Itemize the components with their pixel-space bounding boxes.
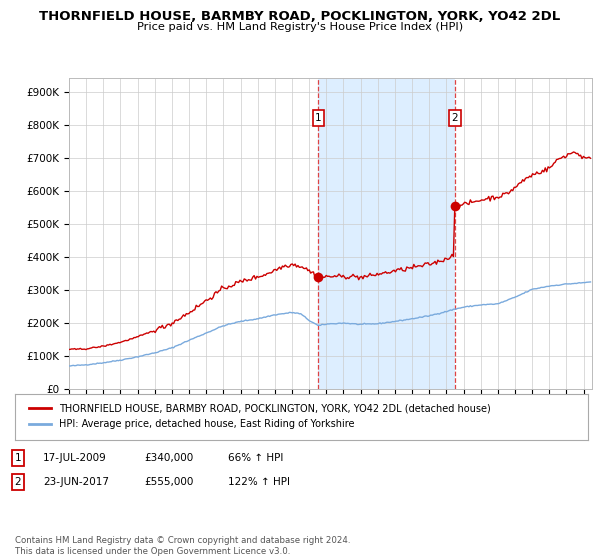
Bar <box>319 78 455 389</box>
Text: 66% ↑ HPI: 66% ↑ HPI <box>228 453 283 463</box>
Text: 17-JUL-2009: 17-JUL-2009 <box>43 453 107 463</box>
Text: 1: 1 <box>14 453 22 463</box>
Text: 23-JUN-2017: 23-JUN-2017 <box>43 477 109 487</box>
Text: £555,000: £555,000 <box>144 477 193 487</box>
Text: £340,000: £340,000 <box>144 453 193 463</box>
Text: 122% ↑ HPI: 122% ↑ HPI <box>228 477 290 487</box>
Text: 2: 2 <box>451 113 458 123</box>
Text: THORNFIELD HOUSE, BARMBY ROAD, POCKLINGTON, YORK, YO42 2DL: THORNFIELD HOUSE, BARMBY ROAD, POCKLINGT… <box>40 10 560 23</box>
Text: Price paid vs. HM Land Registry's House Price Index (HPI): Price paid vs. HM Land Registry's House … <box>137 22 463 32</box>
Legend: THORNFIELD HOUSE, BARMBY ROAD, POCKLINGTON, YORK, YO42 2DL (detached house), HPI: THORNFIELD HOUSE, BARMBY ROAD, POCKLINGT… <box>26 400 494 433</box>
Text: Contains HM Land Registry data © Crown copyright and database right 2024.
This d: Contains HM Land Registry data © Crown c… <box>15 536 350 556</box>
Text: 1: 1 <box>315 113 322 123</box>
Text: 2: 2 <box>14 477 22 487</box>
